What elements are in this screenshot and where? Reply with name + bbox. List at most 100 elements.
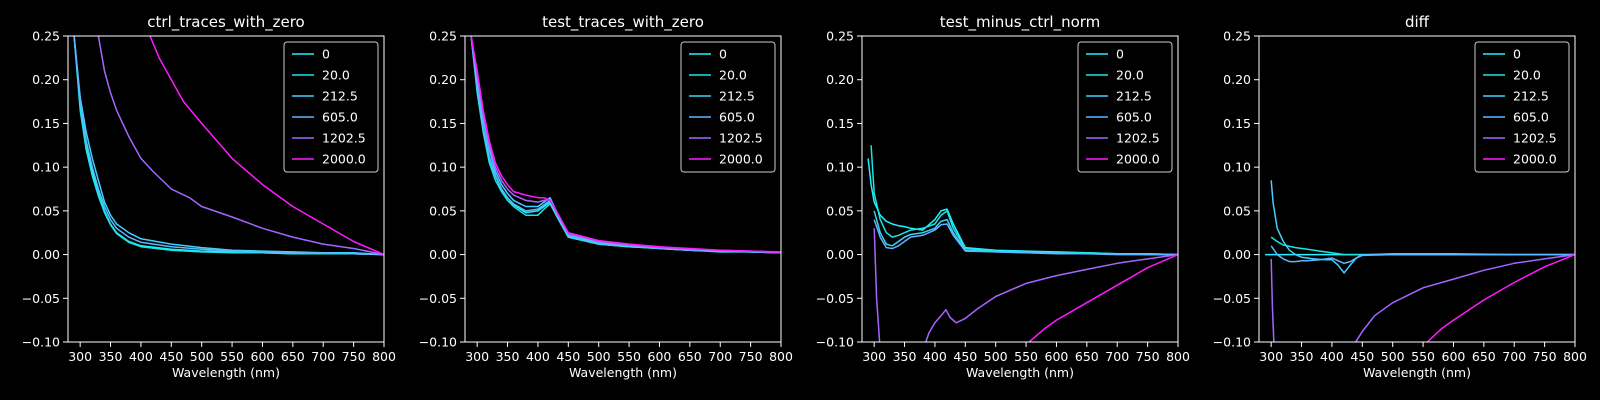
legend-label: 20.0 [1116, 68, 1144, 83]
y-tick-label: 0.10 [826, 160, 854, 175]
x-tick-label: 800 [372, 349, 396, 364]
x-tick-label: 350 [1290, 349, 1314, 364]
y-tick-label: 0.20 [429, 72, 457, 87]
y-tick-label: 0.05 [429, 203, 457, 218]
legend-label: 605.0 [1513, 110, 1549, 125]
y-tick-label: 0.15 [32, 116, 60, 131]
legend-label: 212.5 [1116, 89, 1152, 104]
legend-label: 20.0 [719, 68, 747, 83]
x-tick-label: 700 [311, 349, 335, 364]
y-tick-label: −0.10 [419, 335, 457, 350]
x-tick-label: 300 [465, 349, 489, 364]
x-tick-label: 700 [1105, 349, 1129, 364]
x-tick-label: 350 [99, 349, 123, 364]
x-tick-label: 600 [251, 349, 275, 364]
y-tick-label: 0.20 [32, 72, 60, 87]
series-line-4 [470, 36, 781, 254]
legend-label: 212.5 [719, 89, 755, 104]
y-tick-label: 0.25 [32, 29, 60, 44]
x-tick-label: 700 [708, 349, 732, 364]
y-tick-label: 0.05 [826, 203, 854, 218]
legend-label: 0 [1513, 47, 1521, 62]
x-tick-label: 300 [862, 349, 886, 364]
y-tick-label: 0.10 [429, 160, 457, 175]
y-tick-label: 0.15 [429, 116, 457, 131]
y-tick-label: 0.25 [826, 29, 854, 44]
legend-label: 0 [322, 47, 330, 62]
series-line-5 [1426, 253, 1575, 342]
x-tick-label: 300 [1259, 349, 1283, 364]
series-lines [73, 36, 384, 256]
legend-label: 605.0 [322, 110, 358, 125]
x-tick-label: 650 [1075, 349, 1099, 364]
series-lines [867, 145, 1178, 342]
series-line-4 [873, 228, 1178, 342]
x-tick-label: 300 [68, 349, 92, 364]
y-tick-label: 0.25 [1223, 29, 1251, 44]
axes-frame [464, 35, 782, 343]
series-line-3 [873, 219, 1178, 256]
legend-label: 605.0 [1116, 110, 1152, 125]
y-tick-label: 0.20 [826, 72, 854, 87]
y-tick-label: 0.00 [32, 247, 60, 262]
series-line-5 [470, 36, 781, 253]
x-axis-label: Wavelength (nm) [172, 365, 280, 380]
x-tick-label: 750 [342, 349, 366, 364]
legend-label: 1202.5 [1513, 131, 1557, 146]
legend-label: 212.5 [322, 89, 358, 104]
series-line-1 [73, 36, 384, 256]
y-tick-label: 0.05 [1223, 203, 1251, 218]
x-tick-label: 650 [1472, 349, 1496, 364]
x-tick-label: 450 [159, 349, 183, 364]
chart-title: test_traces_with_zero [542, 13, 704, 32]
x-tick-label: 600 [1442, 349, 1466, 364]
panel-test-traces-with-zero: 300 350 400 450 500 550 600 650 700 750 800 −0.10 −0… [419, 13, 793, 380]
y-tick-label: −0.05 [1213, 291, 1251, 306]
axes-frame [67, 35, 385, 343]
legend-label: 605.0 [719, 110, 755, 125]
y-tick-label: −0.10 [1213, 335, 1251, 350]
panel-test-minus-ctrl-norm: 300 350 400 450 500 550 600 650 700 750 800 −0.10 −0… [816, 13, 1190, 380]
x-axis-label: Wavelength (nm) [569, 365, 677, 380]
y-tick-label: 0.00 [826, 247, 854, 262]
series-line-3 [470, 36, 781, 254]
panel-diff: 300 350 400 450 500 550 600 650 700 750 800 −0.10 −0… [1213, 13, 1587, 380]
series-lines [1265, 180, 1575, 342]
x-tick-label: 500 [1381, 349, 1405, 364]
series-lines [470, 36, 781, 254]
x-tick-label: 750 [739, 349, 763, 364]
x-tick-label: 650 [678, 349, 702, 364]
x-tick-label: 800 [1563, 349, 1587, 364]
legend-label: 2000.0 [1513, 152, 1557, 167]
x-tick-label: 750 [1136, 349, 1160, 364]
series-line-4 [97, 36, 384, 256]
x-tick-label: 550 [220, 349, 244, 364]
x-tick-label: 500 [984, 349, 1008, 364]
x-tick-label: 450 [1350, 349, 1374, 364]
x-tick-label: 800 [769, 349, 793, 364]
x-tick-label: 500 [190, 349, 214, 364]
y-tick-label: −0.10 [22, 335, 60, 350]
y-tick-label: 0.05 [32, 203, 60, 218]
y-tick-label: 0.00 [1223, 247, 1251, 262]
x-axis-label: Wavelength (nm) [1363, 365, 1471, 380]
axes-frame [1258, 35, 1576, 343]
x-tick-label: 750 [1533, 349, 1557, 364]
y-tick-label: 0.25 [429, 29, 457, 44]
x-tick-label: 450 [953, 349, 977, 364]
legend-label: 20.0 [322, 68, 350, 83]
y-tick-label: −0.10 [816, 335, 854, 350]
legend-label: 0 [1116, 47, 1124, 62]
panel-ctrl-traces-with-zero: 300 350 400 450 500 550 600 650 700 750 800 −0.10 −0… [22, 13, 396, 380]
x-tick-label: 650 [281, 349, 305, 364]
legend-label: 212.5 [1513, 89, 1549, 104]
x-axis-label: Wavelength (nm) [966, 365, 1074, 380]
chart-title: test_minus_ctrl_norm [940, 13, 1101, 32]
x-tick-label: 600 [648, 349, 672, 364]
legend-label: 0 [719, 47, 727, 62]
x-tick-label: 550 [1411, 349, 1435, 364]
chart-title: diff [1405, 13, 1430, 31]
y-tick-label: 0.15 [826, 116, 854, 131]
